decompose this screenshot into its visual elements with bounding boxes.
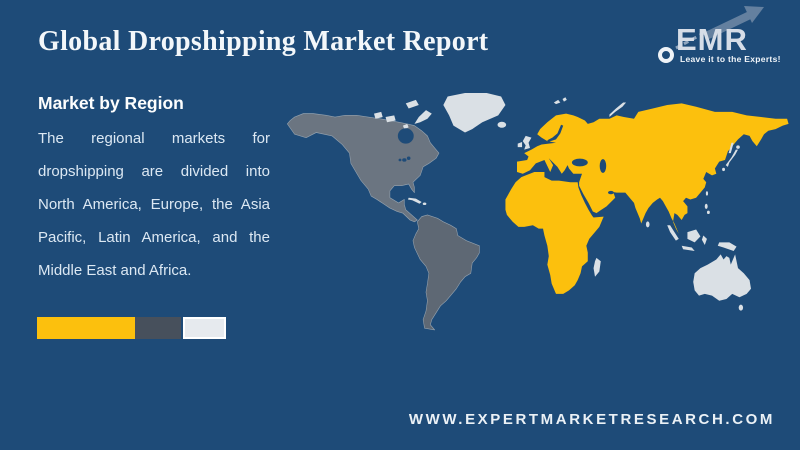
baltic-sea	[547, 124, 564, 142]
hudson-bay	[397, 128, 414, 144]
borneo-island	[687, 229, 701, 243]
baffin-island	[414, 110, 432, 124]
section-body-text: The regional markets for dropshipping ar…	[38, 130, 270, 279]
great-lakes-2	[406, 156, 411, 160]
logo-arrow-icon	[675, 6, 764, 50]
taiwan-island	[705, 191, 709, 196]
greenland-landmass	[443, 93, 506, 133]
region-color-legend	[37, 317, 226, 339]
south-america-landmass	[412, 214, 480, 331]
eurasia-landmass	[517, 103, 789, 234]
ellesmere-island	[405, 99, 419, 109]
java-island	[681, 245, 695, 251]
tasmania-island	[738, 304, 744, 311]
neutral-landmasses	[374, 93, 751, 311]
uk-island	[522, 135, 532, 150]
svalbard-islands	[553, 99, 561, 105]
great-lakes	[402, 158, 407, 162]
logo-tagline: Leave it to the Experts!	[680, 54, 781, 64]
footer-website-url: WWW.EXPERTMARKETRESEARCH.COM	[408, 411, 775, 428]
north-america-landmass	[287, 113, 440, 223]
novaya-zemlya-island	[609, 102, 627, 118]
section-heading: Market by Region	[38, 93, 184, 113]
world-map	[287, 93, 789, 331]
ireland-island	[517, 141, 523, 148]
caspian-sea	[599, 159, 607, 173]
sumatra-island	[667, 225, 679, 241]
japan-hokkaido-island	[736, 145, 740, 149]
sri-lanka-island	[645, 221, 650, 228]
legend-swatch-dark	[135, 317, 181, 339]
madagascar-island	[593, 257, 601, 277]
sakhalin-island	[728, 142, 734, 154]
hispaniola-island	[422, 202, 427, 206]
australia-landmass	[693, 254, 751, 301]
japan-kyushu-island	[722, 167, 725, 172]
philippines-islands	[704, 203, 708, 209]
africa-landmass	[505, 171, 604, 294]
victoria-island	[385, 115, 396, 123]
logo-text: EMR	[676, 22, 748, 57]
banks-island	[374, 111, 383, 119]
new-guinea-island	[717, 242, 737, 251]
sea-overlays	[397, 124, 614, 195]
emr-logo: EMR Leave it to the Experts!	[648, 6, 793, 70]
sulawesi-island	[701, 235, 707, 245]
great-lakes-3	[398, 158, 402, 162]
southampton-island	[402, 123, 409, 130]
legend-swatch-light	[183, 317, 226, 339]
legend-swatch-highlight	[37, 317, 135, 339]
cuba-island	[407, 197, 422, 204]
philippines-islands-2	[706, 210, 710, 215]
logo-circle-icon	[658, 47, 674, 63]
japan-honshu-island	[725, 149, 738, 167]
iceland-island	[497, 121, 507, 128]
black-sea	[571, 158, 588, 167]
persian-gulf	[608, 190, 614, 195]
page-title: Global Dropshipping Market Report	[38, 26, 489, 57]
svalbard-islands-2	[562, 97, 567, 102]
